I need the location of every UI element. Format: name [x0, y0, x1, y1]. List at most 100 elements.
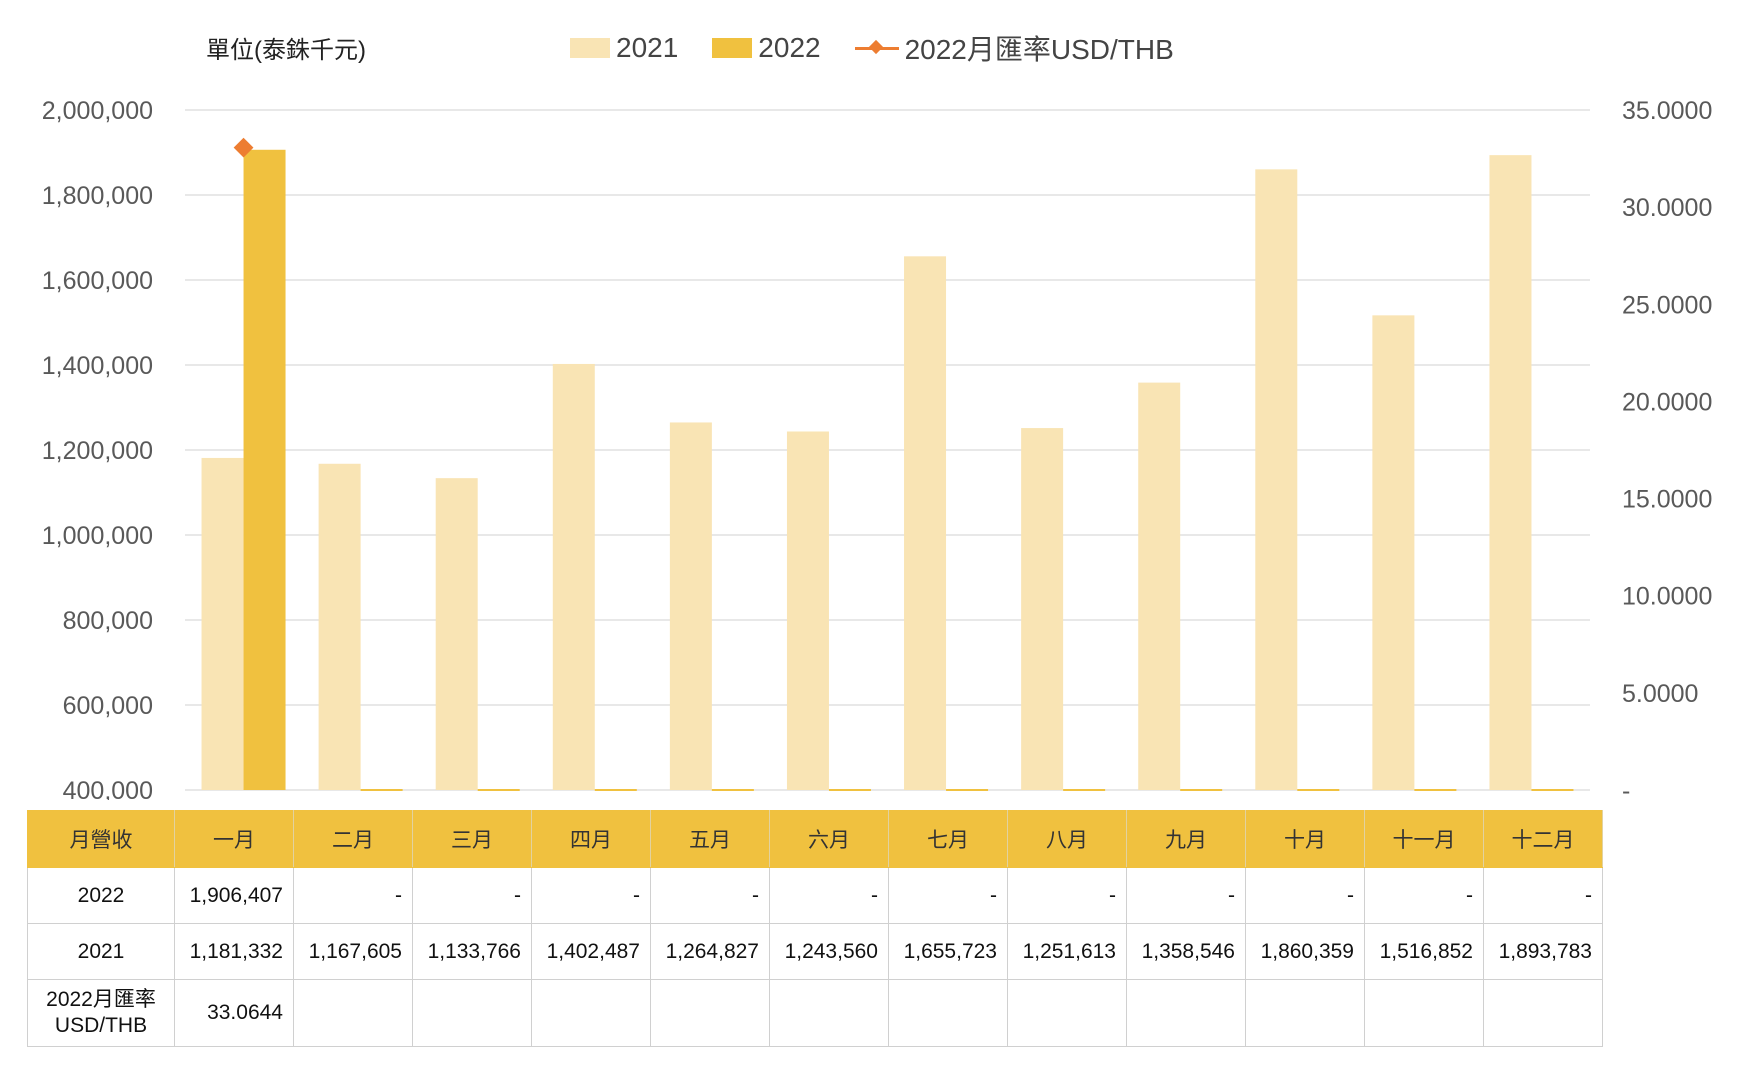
bar-2021 — [201, 457, 244, 790]
legend-label-2022: 2022 — [758, 32, 821, 63]
table-cell: 1,133,766 — [412, 923, 532, 980]
bar-2021 — [1372, 315, 1415, 790]
bar-2021 — [1255, 169, 1298, 791]
table-cell: - — [769, 867, 889, 924]
table-cell: 1,402,487 — [531, 923, 651, 980]
table-cell: 1,516,852 — [1364, 923, 1484, 980]
y-left-tick-label: 600,000 — [63, 692, 153, 720]
legend: 2021 2022 2022月匯率USD/THB — [570, 28, 1174, 68]
table-header-month: 三月 — [412, 810, 532, 868]
unit-label: 單位(泰銖千元) — [206, 37, 366, 64]
table-row-label: 2021 — [27, 923, 175, 980]
legend-swatch-2021 — [570, 38, 610, 58]
table-cell — [650, 979, 770, 1047]
y-left-tick-label: 1,400,000 — [42, 352, 153, 380]
y-right-tick-label: 5.0000 — [1622, 680, 1698, 708]
table-row: 2022月匯率 USD/THB 33.0644 — [27, 979, 1603, 1047]
table-header-month: 五月 — [650, 810, 770, 868]
table-cell: - — [650, 867, 770, 924]
table-cell: - — [1364, 867, 1484, 924]
table-cell: 1,906,407 — [174, 867, 294, 924]
y-right-tick-label: 15.0000 — [1622, 486, 1712, 514]
table-cell: 1,264,827 — [650, 923, 770, 980]
bar-2021 — [786, 431, 829, 790]
table-header-month: 九月 — [1126, 810, 1246, 868]
y-left-tick-label: 400,000 — [63, 777, 153, 800]
table-cell: - — [293, 867, 413, 924]
table-row: 2022 1,906,407- - - - - - - - - - - — [27, 867, 1603, 924]
bar-2021 — [1021, 428, 1064, 790]
y-left-tick-label: 1,000,000 — [42, 522, 153, 550]
y-left-tick-label: 800,000 — [63, 607, 153, 635]
y-right-tick-label: - — [1622, 777, 1630, 800]
revenue-chart: 400,000 600,000 800,000 1,000,000 1,200,000 1… — [42, 97, 1713, 800]
legend-label-2021: 2021 — [616, 32, 679, 63]
table-cell: 1,243,560 — [769, 923, 889, 980]
bar-2021 — [435, 478, 478, 790]
table-cell: 1,251,613 — [1007, 923, 1127, 980]
y-left-tick-label: 1,200,000 — [42, 437, 153, 465]
table-cell: 1,860,359 — [1245, 923, 1365, 980]
table-header-month: 一月 — [174, 810, 294, 868]
table-cell — [1245, 979, 1365, 1047]
legend-swatch-2022 — [712, 38, 753, 58]
table-cell — [1126, 979, 1246, 1047]
y-right-tick-label: 25.0000 — [1622, 291, 1712, 319]
table-header-label: 月營收 — [27, 810, 175, 868]
bar-2021 — [904, 256, 947, 790]
y-left-tick-label: 1,800,000 — [42, 182, 153, 210]
table-header-row: 月營收 一月 二月 三月 四月 五月 六月 七月 八月 九月 十月 十一月 十二月 — [27, 810, 1603, 868]
table-cell — [1483, 979, 1603, 1047]
y-right-tick-label: 20.0000 — [1622, 388, 1712, 416]
table-cell: - — [412, 867, 532, 924]
table-cell: 1,167,605 — [293, 923, 413, 980]
table-cell: - — [888, 867, 1008, 924]
legend-swatch-exchange-rate — [854, 38, 899, 58]
bar-2021 — [1138, 382, 1181, 790]
table-header-month: 十二月 — [1483, 810, 1603, 868]
table-header-month: 四月 — [531, 810, 651, 868]
table-cell: - — [1245, 867, 1365, 924]
y-left-tick-label: 2,000,000 — [42, 97, 153, 125]
table-row: 2021 1,181,332 1,167,605 1,133,766 1,402,487… — [27, 923, 1603, 980]
y-right-tick-label: 10.0000 — [1622, 583, 1712, 611]
table-cell — [1364, 979, 1484, 1047]
table-header-month: 十月 — [1245, 810, 1365, 868]
y-right-tick-label: 30.0000 — [1622, 194, 1712, 222]
table-cell: 1,893,783 — [1483, 923, 1603, 980]
legend-item-2021: 2021 — [570, 32, 678, 64]
table-cell — [412, 979, 532, 1047]
table-header-month: 八月 — [1007, 810, 1127, 868]
legend-item-2022: 2022 — [712, 32, 821, 64]
table-cell — [888, 979, 1008, 1047]
table-cell: - — [1007, 867, 1127, 924]
table-cell — [293, 979, 413, 1047]
y-left-tick-label: 1,600,000 — [42, 267, 153, 295]
exchange-rate-point — [233, 137, 254, 158]
bar-2021 — [669, 422, 712, 790]
table-cell: - — [1483, 867, 1603, 924]
legend-label-exchange-rate: 2022月匯率USD/THB — [904, 34, 1174, 65]
table-cell: 1,655,723 — [888, 923, 1008, 980]
bar-2022 — [243, 149, 286, 790]
y-right-tick-label: 35.0000 — [1622, 97, 1712, 125]
table-row-label: 2022月匯率 USD/THB — [27, 979, 175, 1047]
table-cell: 1,181,332 — [174, 923, 294, 980]
bar-2021 — [552, 363, 595, 790]
bar-2021 — [318, 463, 361, 790]
table-cell — [769, 979, 889, 1047]
table-cell: 1,358,546 — [1126, 923, 1246, 980]
table-row-label: 2022 — [27, 867, 175, 924]
revenue-table: 月營收 一月 二月 三月 四月 五月 六月 七月 八月 九月 十月 十一月 十二月 2022 1,906,4… — [27, 810, 1603, 1047]
table-cell — [1007, 979, 1127, 1047]
table-header-month: 十一月 — [1364, 810, 1484, 868]
table-cell: 33.0644 — [174, 979, 294, 1047]
table-header-month: 六月 — [769, 810, 889, 868]
table-cell: - — [531, 867, 651, 924]
legend-item-exchange-rate: 2022月匯率USD/THB — [854, 28, 1174, 68]
table-header-month: 七月 — [888, 810, 1008, 868]
bar-2021 — [1489, 155, 1532, 791]
table-cell — [531, 979, 651, 1047]
table-header-month: 二月 — [293, 810, 413, 868]
table-cell: - — [1126, 867, 1246, 924]
